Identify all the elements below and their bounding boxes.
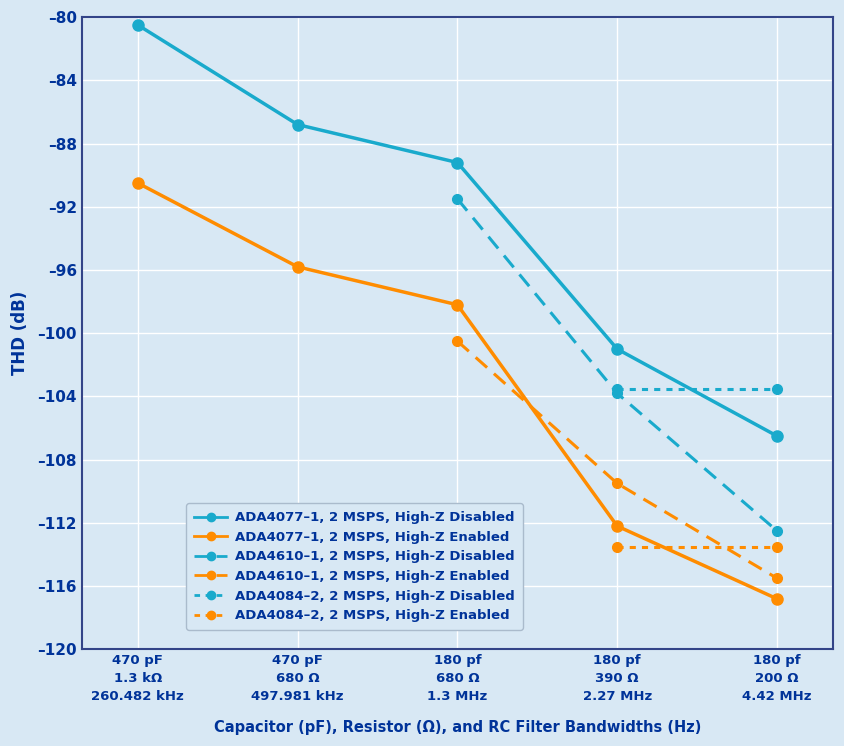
Legend: ADA4077–1, 2 MSPS, High-Z Disabled, ADA4077–1, 2 MSPS, High-Z Enabled, ADA4610–1: ADA4077–1, 2 MSPS, High-Z Disabled, ADA4… (187, 504, 522, 630)
Y-axis label: THD (dB): THD (dB) (11, 291, 29, 375)
X-axis label: Capacitor (pF), Resistor (Ω), and RC Filter Bandwidths (Hz): Capacitor (pF), Resistor (Ω), and RC Fil… (214, 720, 701, 735)
